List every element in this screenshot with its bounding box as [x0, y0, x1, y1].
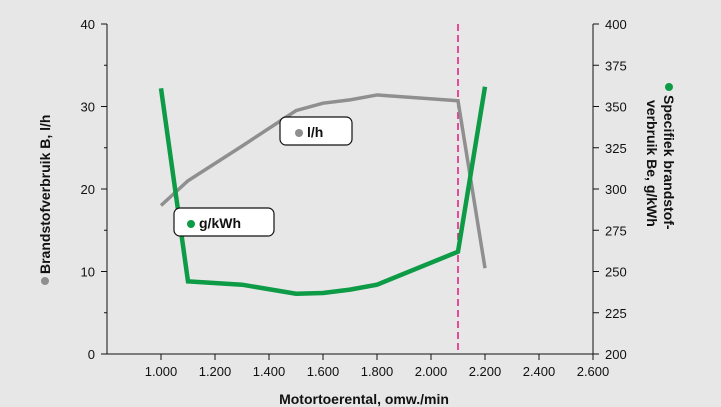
right-tick-label: 325 — [605, 141, 627, 156]
x-tick-label: 1.800 — [361, 364, 394, 379]
right-axis-title-line2: verbruik Be, g/kWh — [644, 100, 660, 227]
legend-green: g/kWh — [173, 207, 275, 237]
x-tick-label: 1.400 — [253, 364, 286, 379]
x-axis-title: Motortoerental, omw./min — [279, 391, 449, 407]
series-line-l-h — [159, 93, 487, 269]
legend-gray-dot — [295, 129, 303, 137]
legend-gray: l/h — [279, 116, 353, 146]
x-tick-label: 1.600 — [307, 364, 340, 379]
right-tick-label: 275 — [605, 223, 627, 238]
right-axis-title-line1: Specifiek brandstof- — [661, 95, 677, 230]
series-line-g-kwh — [158, 86, 488, 297]
right-tick-label: 375 — [605, 58, 627, 73]
legend-gray-label: l/h — [307, 124, 323, 140]
right-tick-label: 225 — [605, 306, 627, 321]
x-tick-label: 2.400 — [523, 364, 556, 379]
legend-green-box — [173, 207, 275, 237]
right-tick-label: 350 — [605, 100, 627, 115]
left-tick-label: 20 — [81, 182, 95, 197]
legend-green-label: g/kWh — [199, 215, 241, 231]
left-axis-title-text: Brandstofverbruik B, l/h — [37, 115, 53, 274]
series — [158, 86, 488, 297]
left-axis-title: Brandstofverbruik B, l/h — [37, 115, 53, 285]
left-tick-label: 10 — [81, 265, 95, 280]
legend-gray-box — [279, 116, 353, 146]
left-tick-label: 0 — [88, 347, 95, 362]
right-axis-title: Specifiek brandstof- verbruik Be, g/kWh — [644, 83, 677, 230]
legend-green-dot — [187, 220, 195, 228]
x-tick-label: 1.000 — [145, 364, 178, 379]
x-tick-label: 2.000 — [415, 364, 448, 379]
left-tick-label: 30 — [81, 100, 95, 115]
right-tick-label: 200 — [605, 347, 627, 362]
right-tick-label: 250 — [605, 265, 627, 280]
x-tick-label: 1.200 — [199, 364, 232, 379]
right-axis-green-dot — [665, 83, 673, 91]
right-tick-label: 400 — [605, 17, 627, 32]
ticks: 1.000 1.200 1.400 1.600 1.800 2.000 2.200 2.400… — [81, 17, 627, 379]
x-tick-label: 2.200 — [469, 364, 502, 379]
x-tick-label: 2.600 — [577, 364, 610, 379]
right-tick-label: 300 — [605, 182, 627, 197]
left-tick-label: 40 — [81, 17, 95, 32]
left-axis-gray-dot — [41, 277, 49, 285]
